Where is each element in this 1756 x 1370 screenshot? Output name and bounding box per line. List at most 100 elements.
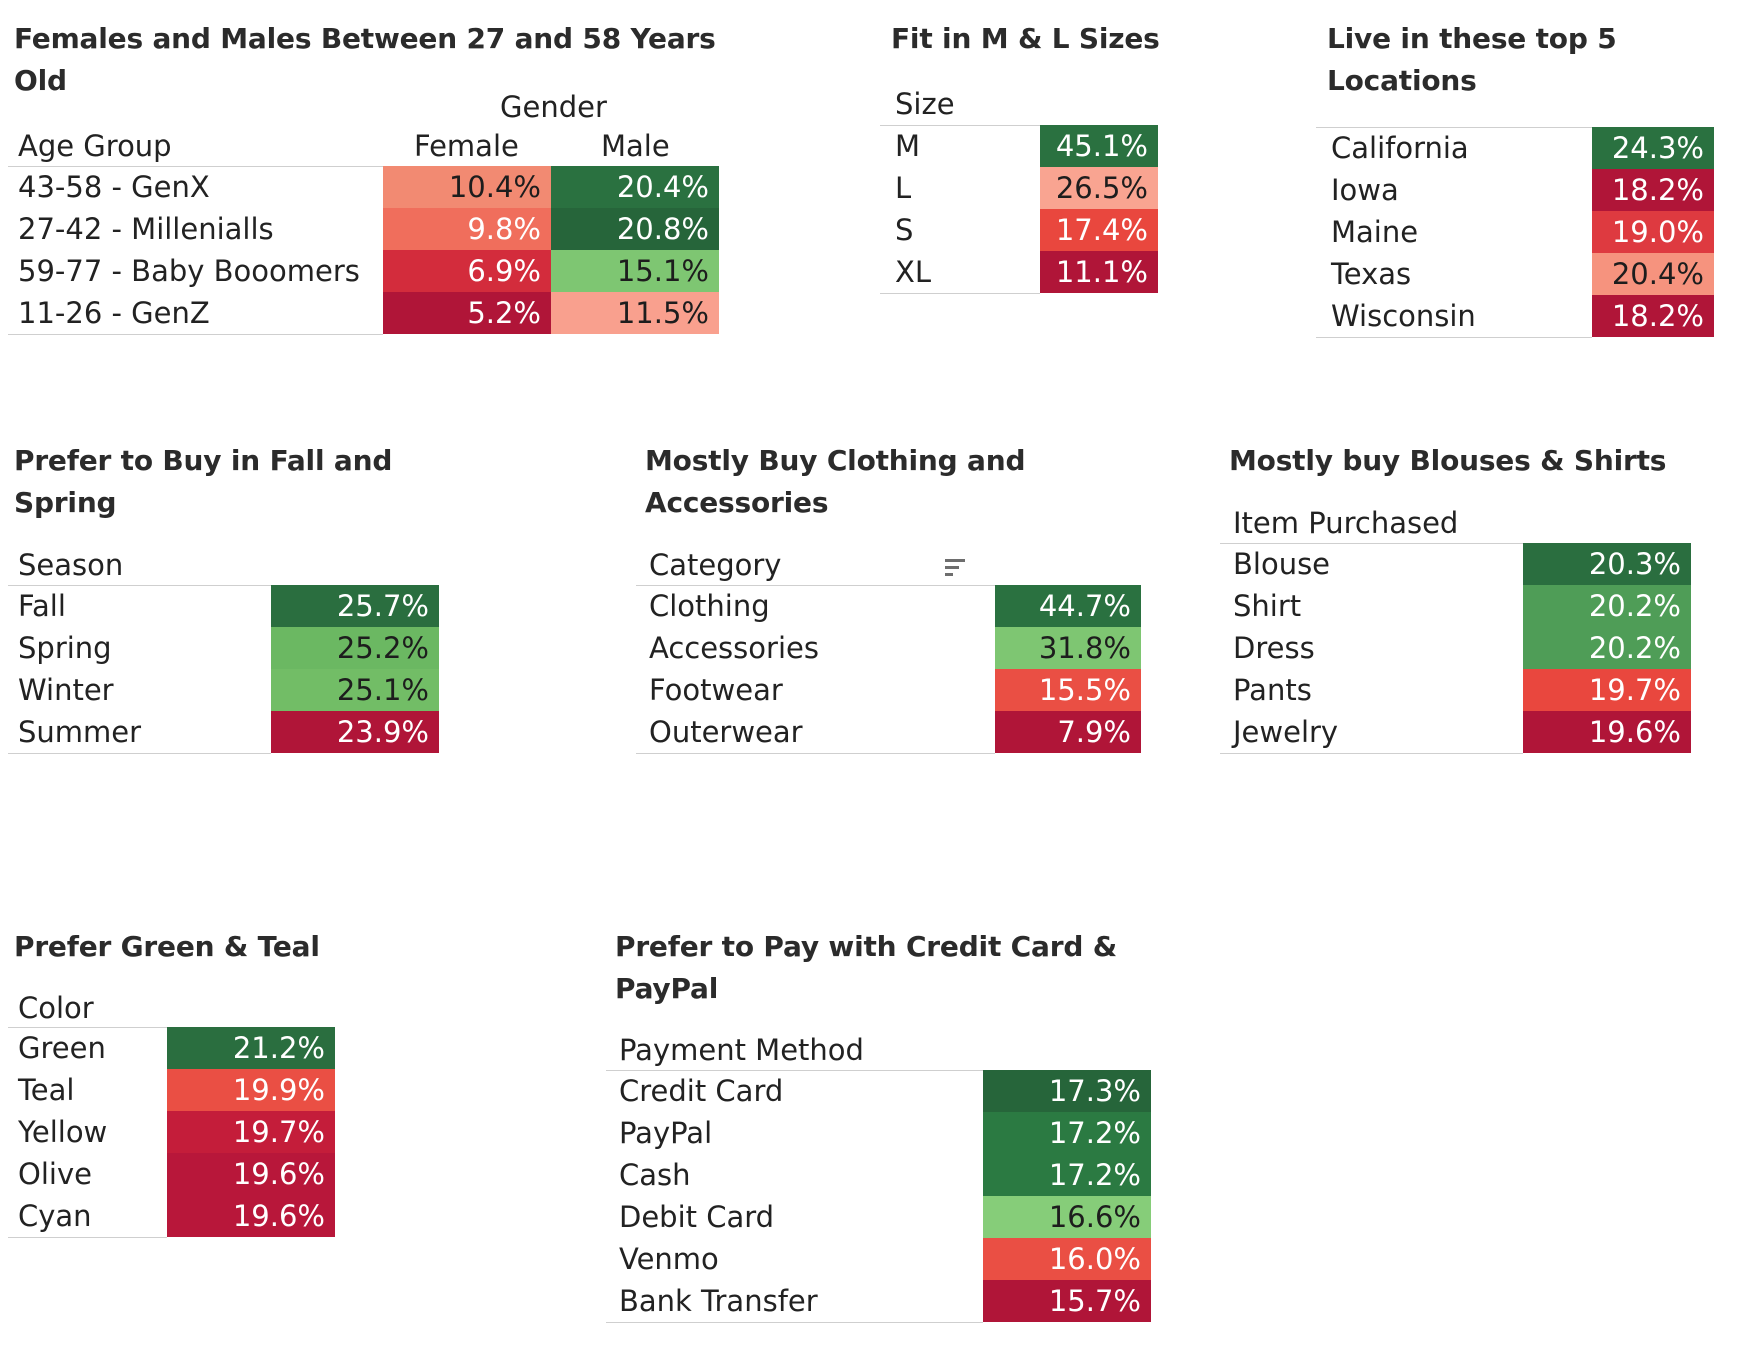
value-cell: 15.5% bbox=[995, 669, 1141, 711]
row-label: Texas bbox=[1331, 257, 1412, 291]
row-header: Season bbox=[18, 548, 124, 582]
table-bottom-rule bbox=[8, 334, 383, 335]
row-label: XL bbox=[895, 255, 932, 289]
value-cell: 31.8% bbox=[995, 627, 1141, 669]
row-label: Green bbox=[18, 1031, 106, 1065]
value-cell: 45.1% bbox=[1040, 125, 1158, 167]
row-label: Pants bbox=[1233, 673, 1312, 707]
row-header: Color bbox=[18, 991, 94, 1025]
table-top-rule bbox=[8, 585, 439, 586]
value-cell: 21.2% bbox=[167, 1027, 335, 1069]
panel-title: Fit in M & L Sizes bbox=[891, 22, 1160, 55]
row-label: Shirt bbox=[1233, 589, 1302, 623]
value-cell: 25.7% bbox=[271, 585, 439, 627]
row-header: Category bbox=[649, 548, 782, 582]
row-label: Accessories bbox=[649, 631, 819, 665]
value-cell: 9.8% bbox=[383, 208, 551, 250]
value-cell: 17.2% bbox=[983, 1154, 1151, 1196]
value-cell: 20.2% bbox=[1523, 585, 1691, 627]
value-cell: 26.5% bbox=[1040, 167, 1158, 209]
panel-title: Prefer to Buy in Fall and Spring bbox=[14, 444, 393, 519]
value-cell: 24.3% bbox=[1592, 127, 1714, 169]
table-bottom-rule bbox=[8, 753, 271, 754]
row-label: Venmo bbox=[619, 1242, 719, 1276]
value-cell: 20.4% bbox=[1592, 253, 1714, 295]
row-label: Debit Card bbox=[619, 1200, 775, 1234]
panel-title: Mostly Buy Clothing and Accessories bbox=[645, 444, 1026, 519]
row-label: 11-26 - GenZ bbox=[18, 296, 210, 330]
row-label: Teal bbox=[18, 1073, 75, 1107]
row-label: Spring bbox=[18, 631, 112, 665]
row-label: Cyan bbox=[18, 1199, 92, 1233]
value-cell: 15.7% bbox=[983, 1280, 1151, 1322]
row-label: Jewelry bbox=[1233, 715, 1339, 749]
value-cell: 19.0% bbox=[1592, 211, 1714, 253]
table-bottom-rule bbox=[8, 1237, 167, 1238]
panel-title: Prefer to Pay with Credit Card & PayPal bbox=[615, 930, 1117, 1005]
value-cell: 25.1% bbox=[271, 669, 439, 711]
value-cell: 19.9% bbox=[167, 1069, 335, 1111]
table-bottom-rule bbox=[1220, 753, 1523, 754]
row-label: Outerwear bbox=[649, 715, 803, 749]
row-label: Maine bbox=[1331, 215, 1419, 249]
value-cell: 20.8% bbox=[551, 208, 719, 250]
value-cell: 16.6% bbox=[983, 1196, 1151, 1238]
value-cell: 44.7% bbox=[995, 585, 1141, 627]
row-label: Cash bbox=[619, 1158, 691, 1192]
table-bottom-rule bbox=[1316, 337, 1592, 338]
row-label: Olive bbox=[18, 1157, 92, 1191]
row-label: Footwear bbox=[649, 673, 783, 707]
table-top-rule bbox=[636, 585, 1141, 586]
value-cell: 19.7% bbox=[1523, 669, 1691, 711]
row-header: Item Purchased bbox=[1233, 506, 1459, 540]
row-label: Blouse bbox=[1233, 547, 1331, 581]
value-cell: 11.1% bbox=[1040, 251, 1158, 293]
row-header: Size bbox=[895, 87, 955, 121]
row-label: L bbox=[895, 171, 912, 205]
value-cell: 17.2% bbox=[983, 1112, 1151, 1154]
value-cell: 19.6% bbox=[1523, 711, 1691, 753]
value-cell: 16.0% bbox=[983, 1238, 1151, 1280]
row-label: 59-77 - Baby Booomers bbox=[18, 254, 360, 288]
table-bottom-rule bbox=[880, 293, 1040, 294]
row-label: Winter bbox=[18, 673, 114, 707]
value-cell: 7.9% bbox=[995, 711, 1141, 753]
table-top-rule bbox=[8, 166, 719, 167]
panel-title: Mostly buy Blouses & Shirts bbox=[1229, 444, 1667, 477]
row-label: Wisconsin bbox=[1331, 299, 1476, 333]
value-cell: 25.2% bbox=[271, 627, 439, 669]
value-cell: 18.2% bbox=[1592, 295, 1714, 337]
table-top-rule bbox=[1316, 127, 1714, 128]
row-label: Yellow bbox=[18, 1115, 108, 1149]
value-cell: 19.7% bbox=[167, 1111, 335, 1153]
table-top-rule bbox=[606, 1070, 1151, 1071]
row-label: Fall bbox=[18, 589, 66, 623]
row-label: Credit Card bbox=[619, 1074, 784, 1108]
value-cell: 19.6% bbox=[167, 1195, 335, 1237]
value-cell: 20.2% bbox=[1523, 627, 1691, 669]
sort-icon[interactable] bbox=[945, 559, 965, 580]
row-label: Iowa bbox=[1331, 173, 1399, 207]
value-cell: 20.4% bbox=[551, 166, 719, 208]
value-cell: 15.1% bbox=[551, 250, 719, 292]
value-cell: 10.4% bbox=[383, 166, 551, 208]
value-cell: 17.4% bbox=[1040, 209, 1158, 251]
row-label: S bbox=[895, 213, 914, 247]
row-label: California bbox=[1331, 131, 1469, 165]
value-cell: 19.6% bbox=[167, 1153, 335, 1195]
value-cell: 11.5% bbox=[551, 292, 719, 334]
column-header-male: Male bbox=[601, 129, 670, 163]
row-header: Age Group bbox=[18, 129, 172, 163]
row-label: 43-58 - GenX bbox=[18, 170, 210, 204]
table-bottom-rule bbox=[606, 1322, 983, 1323]
value-cell: 6.9% bbox=[383, 250, 551, 292]
row-header: Payment Method bbox=[619, 1033, 864, 1067]
row-label: PayPal bbox=[619, 1116, 713, 1150]
row-label: 27-42 - Millenialls bbox=[18, 212, 274, 246]
row-label: Dress bbox=[1233, 631, 1315, 665]
value-cell: 23.9% bbox=[271, 711, 439, 753]
table-top-rule bbox=[1220, 543, 1691, 544]
column-header-female: Female bbox=[414, 129, 519, 163]
value-cell: 20.3% bbox=[1523, 543, 1691, 585]
row-label: M bbox=[895, 129, 921, 163]
